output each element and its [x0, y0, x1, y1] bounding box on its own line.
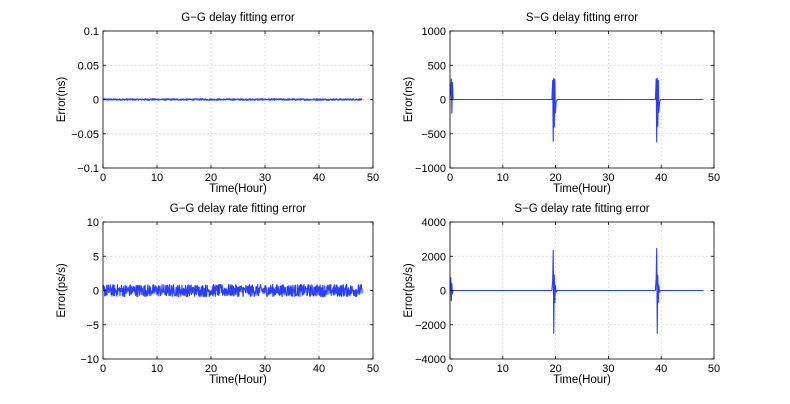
y-tick-label: −10 [80, 354, 99, 366]
x-tick-label: 30 [259, 363, 271, 375]
chart-title: S−G delay rate fitting error [514, 203, 649, 215]
y-tick-label: 0 [93, 286, 99, 298]
x-tick-label: 30 [602, 172, 614, 184]
x-axis-label: Time(Hour) [209, 374, 267, 386]
subplot-2: 0 10 20 30 40 50 −1000 −500 0 500 1000 S−G delay fi… [403, 12, 720, 195]
x-tick-label: 20 [549, 363, 561, 375]
x-tick-label: 20 [205, 172, 217, 184]
x-tick-label: 40 [655, 172, 667, 184]
x-tick-label: 30 [602, 363, 614, 375]
x-axis-label: Time(Hour) [209, 183, 267, 195]
y-tick-label: 500 [428, 60, 446, 72]
x-tick-label: 0 [100, 363, 106, 375]
x-tick-label: 40 [313, 172, 325, 184]
x-axis-label: Time(Hour) [553, 183, 611, 195]
subplot-4: 0 10 20 30 40 50 −4000 −2000 0 2000 4000 S−G delay … [403, 203, 720, 386]
chart-title: G−G delay fitting error [181, 12, 295, 24]
y-tick-label: −0.05 [71, 129, 99, 141]
x-tick-label: 40 [313, 363, 325, 375]
y-tick-label: −5 [86, 320, 99, 332]
subplot-1: 0 10 20 30 40 50 −0.1 −0.05 0 0.05 0.1 G−G delay fi… [56, 12, 379, 195]
y-tick-label: 5 [93, 251, 99, 263]
x-tick-label: 20 [205, 363, 217, 375]
y-axis-label: Error(ps/s) [403, 263, 415, 317]
x-tick-label: 10 [497, 172, 509, 184]
x-tick-label: 30 [259, 172, 271, 184]
y-tick-label: 0 [93, 95, 99, 107]
x-tick-label: 10 [151, 172, 163, 184]
x-tick-label: 50 [708, 363, 720, 375]
series-line-1 [102, 283, 363, 298]
x-tick-label: 10 [497, 363, 509, 375]
x-tick-label: 50 [367, 172, 379, 184]
y-tick-label: 0.05 [78, 60, 99, 72]
y-tick-label: 4000 [422, 217, 446, 229]
x-tick-label: 50 [708, 172, 720, 184]
x-axis-label: Time(Hour) [553, 374, 611, 386]
y-axis-label: Error(ns) [56, 77, 68, 123]
series-line-1 [102, 98, 363, 101]
y-tick-label: 0.1 [84, 26, 99, 38]
series-line-1 [449, 77, 704, 143]
y-tick-label: −500 [421, 129, 446, 141]
y-axis-label: Error(ps/s) [56, 263, 68, 317]
x-tick-label: 10 [151, 363, 163, 375]
x-tick-label: 20 [549, 172, 561, 184]
y-tick-label: −0.1 [77, 163, 99, 175]
y-tick-label: −4000 [415, 354, 446, 366]
y-tick-label: −1000 [415, 163, 446, 175]
series-line-1 [449, 247, 704, 334]
x-tick-label: 0 [447, 172, 453, 184]
y-axis-label: Error(ns) [403, 77, 415, 123]
chart-title: G−G delay rate fitting error [170, 203, 307, 215]
x-tick-label: 50 [367, 363, 379, 375]
y-tick-label: 0 [440, 286, 446, 298]
y-tick-label: 1000 [422, 26, 446, 38]
chart-title: S−G delay fitting error [526, 12, 638, 24]
subplot-3: 0 10 20 30 40 50 −10 −5 0 5 10 G−G delay rate fitti… [56, 203, 379, 386]
x-tick-label: 0 [447, 363, 453, 375]
y-tick-label: −2000 [415, 320, 446, 332]
y-tick-label: 2000 [422, 251, 446, 263]
x-tick-label: 0 [100, 172, 106, 184]
y-tick-label: 0 [440, 95, 446, 107]
y-tick-label: 10 [87, 217, 99, 229]
x-tick-label: 40 [655, 363, 667, 375]
